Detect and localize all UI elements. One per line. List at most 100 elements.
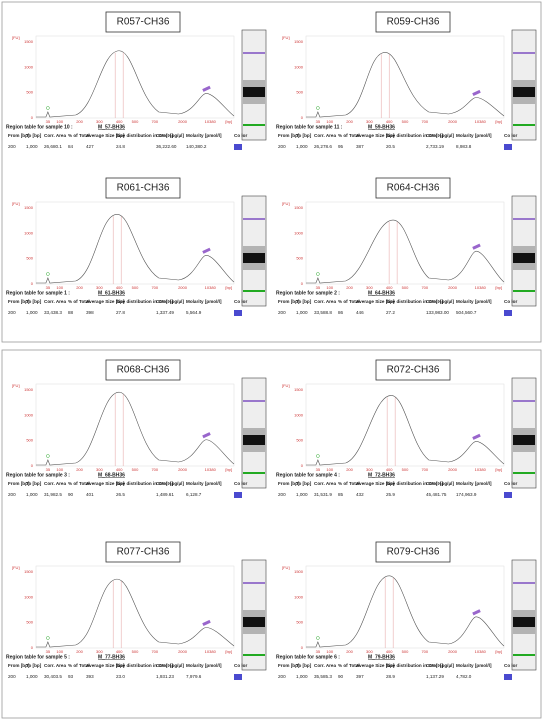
gel-band bbox=[513, 124, 535, 126]
table-cell: 90 bbox=[68, 492, 74, 497]
title-box bbox=[105, 11, 181, 33]
table-header: % of Total bbox=[338, 663, 360, 668]
title-box bbox=[105, 541, 181, 563]
x-tick-label: 10380 bbox=[475, 119, 487, 124]
x-axis-label: [bp] bbox=[495, 119, 502, 124]
table-cell: 85 bbox=[338, 492, 344, 497]
marker-peak bbox=[316, 454, 320, 458]
y-tick-label: 0 bbox=[31, 463, 34, 468]
table-cell: 26,680.1 bbox=[44, 144, 62, 149]
region-label: Region table for sample 1 : bbox=[6, 290, 70, 296]
trace bbox=[36, 578, 235, 648]
table-cell: 27.8 bbox=[116, 310, 125, 315]
table-header: Corr. Area bbox=[44, 663, 66, 668]
gel-band bbox=[513, 218, 535, 220]
gel-band bbox=[513, 654, 535, 656]
x-tick-label: 35 bbox=[316, 649, 321, 654]
marker-peak bbox=[316, 106, 320, 110]
table-cell: 90 bbox=[338, 674, 344, 679]
table-cell: 28.9 bbox=[386, 674, 395, 679]
y-tick-label: 500 bbox=[26, 438, 33, 443]
upper-marker bbox=[472, 89, 481, 97]
panel-title: R068-CH36 bbox=[117, 365, 170, 376]
table-header: Conc. [pg/µl] bbox=[426, 663, 454, 668]
x-tick-label: 100 bbox=[326, 467, 333, 472]
sample-name: M_77-BH36 bbox=[98, 654, 125, 660]
table-cell: 174,963.9 bbox=[456, 492, 477, 497]
x-tick-label: 400 bbox=[386, 467, 393, 472]
y-tick-label: 500 bbox=[26, 256, 33, 261]
region-label: Region table for sample 2 : bbox=[276, 290, 340, 296]
x-tick-label: 200 bbox=[76, 467, 83, 472]
trace bbox=[306, 52, 505, 118]
y-tick-label: 0 bbox=[31, 645, 34, 650]
y-tick-label: 500 bbox=[296, 256, 303, 261]
color-swatch bbox=[234, 310, 242, 316]
y-tick-label: 1500 bbox=[24, 205, 34, 210]
table-header: Corr. Area bbox=[314, 133, 336, 138]
x-axis-label: [bp] bbox=[495, 467, 502, 472]
table-header: Co lor bbox=[504, 663, 517, 668]
x-tick-label: 300 bbox=[366, 649, 373, 654]
x-tick-label: 10380 bbox=[205, 285, 217, 290]
y-tick-label: 1500 bbox=[24, 387, 34, 392]
upper-marker bbox=[202, 247, 211, 254]
table-cell: 1,000 bbox=[296, 144, 308, 149]
table-cell: 427 bbox=[86, 144, 94, 149]
gel-band bbox=[243, 290, 265, 292]
y-tick-label: 1000 bbox=[294, 64, 304, 69]
color-swatch bbox=[504, 144, 512, 150]
table-cell: 200 bbox=[278, 492, 286, 497]
table-header: From [bp] bbox=[278, 481, 300, 486]
table-header: % of Total bbox=[338, 133, 360, 138]
plot-area bbox=[305, 201, 505, 285]
table-header: Average Size [bp] bbox=[356, 481, 395, 486]
table-cell: 1,931.23 bbox=[156, 674, 174, 679]
gel-band bbox=[243, 582, 265, 584]
y-axis-label: [FU] bbox=[12, 201, 20, 206]
panel: R059-CH36 [FU] 0 500 1000 1500 35 100 200 300 400 5… bbox=[276, 11, 537, 150]
x-tick-label: 35 bbox=[46, 467, 51, 472]
title-box bbox=[105, 177, 181, 199]
y-axis-label: [FU] bbox=[12, 35, 20, 40]
table-cell: 1,000 bbox=[296, 310, 308, 315]
table-cell: 398 bbox=[86, 310, 94, 315]
x-tick-label: 500 bbox=[132, 285, 139, 290]
x-tick-label: 700 bbox=[421, 285, 428, 290]
table-header: Corr. Area bbox=[314, 663, 336, 668]
y-tick-label: 1500 bbox=[294, 39, 304, 44]
y-tick-label: 1000 bbox=[24, 594, 34, 599]
x-tick-label: 35 bbox=[316, 119, 321, 124]
table-header: To [bp] bbox=[296, 663, 312, 668]
table-cell: 24.8 bbox=[116, 144, 125, 149]
region-label: Region table for sample 10 : bbox=[6, 124, 73, 130]
y-tick-label: 0 bbox=[301, 645, 304, 650]
x-tick-label: 400 bbox=[116, 649, 123, 654]
table-header: To [bp] bbox=[296, 481, 312, 486]
table-header: Molarity [pmol/l] bbox=[186, 133, 222, 138]
gel-band bbox=[243, 472, 265, 474]
table-cell: 25.9 bbox=[386, 492, 395, 497]
table-cell: 27.2 bbox=[386, 310, 395, 315]
table-header: Conc. [pg/µl] bbox=[156, 663, 184, 668]
table-header: Co lor bbox=[504, 299, 517, 304]
table-cell: 5,564.9 bbox=[186, 310, 202, 315]
table-header: % of Total bbox=[68, 481, 90, 486]
plot-area bbox=[305, 565, 505, 649]
y-tick-label: 0 bbox=[301, 463, 304, 468]
table-cell: 26.5 bbox=[116, 492, 125, 497]
table-cell: 1,000 bbox=[26, 492, 38, 497]
table-header: From [bp] bbox=[278, 663, 300, 668]
x-tick-label: 400 bbox=[386, 649, 393, 654]
gel-band bbox=[513, 472, 535, 474]
x-tick-label: 500 bbox=[132, 649, 139, 654]
table-cell: 200 bbox=[8, 310, 16, 315]
table-cell: 432 bbox=[356, 492, 364, 497]
x-tick-label: 300 bbox=[96, 649, 103, 654]
table-cell: 6,128.7 bbox=[186, 492, 202, 497]
marker-peak bbox=[316, 272, 320, 276]
table-header: Conc. [pg/µl] bbox=[426, 133, 454, 138]
table-header: % of Total bbox=[338, 299, 360, 304]
table-cell: 33,588.8 bbox=[314, 310, 332, 315]
